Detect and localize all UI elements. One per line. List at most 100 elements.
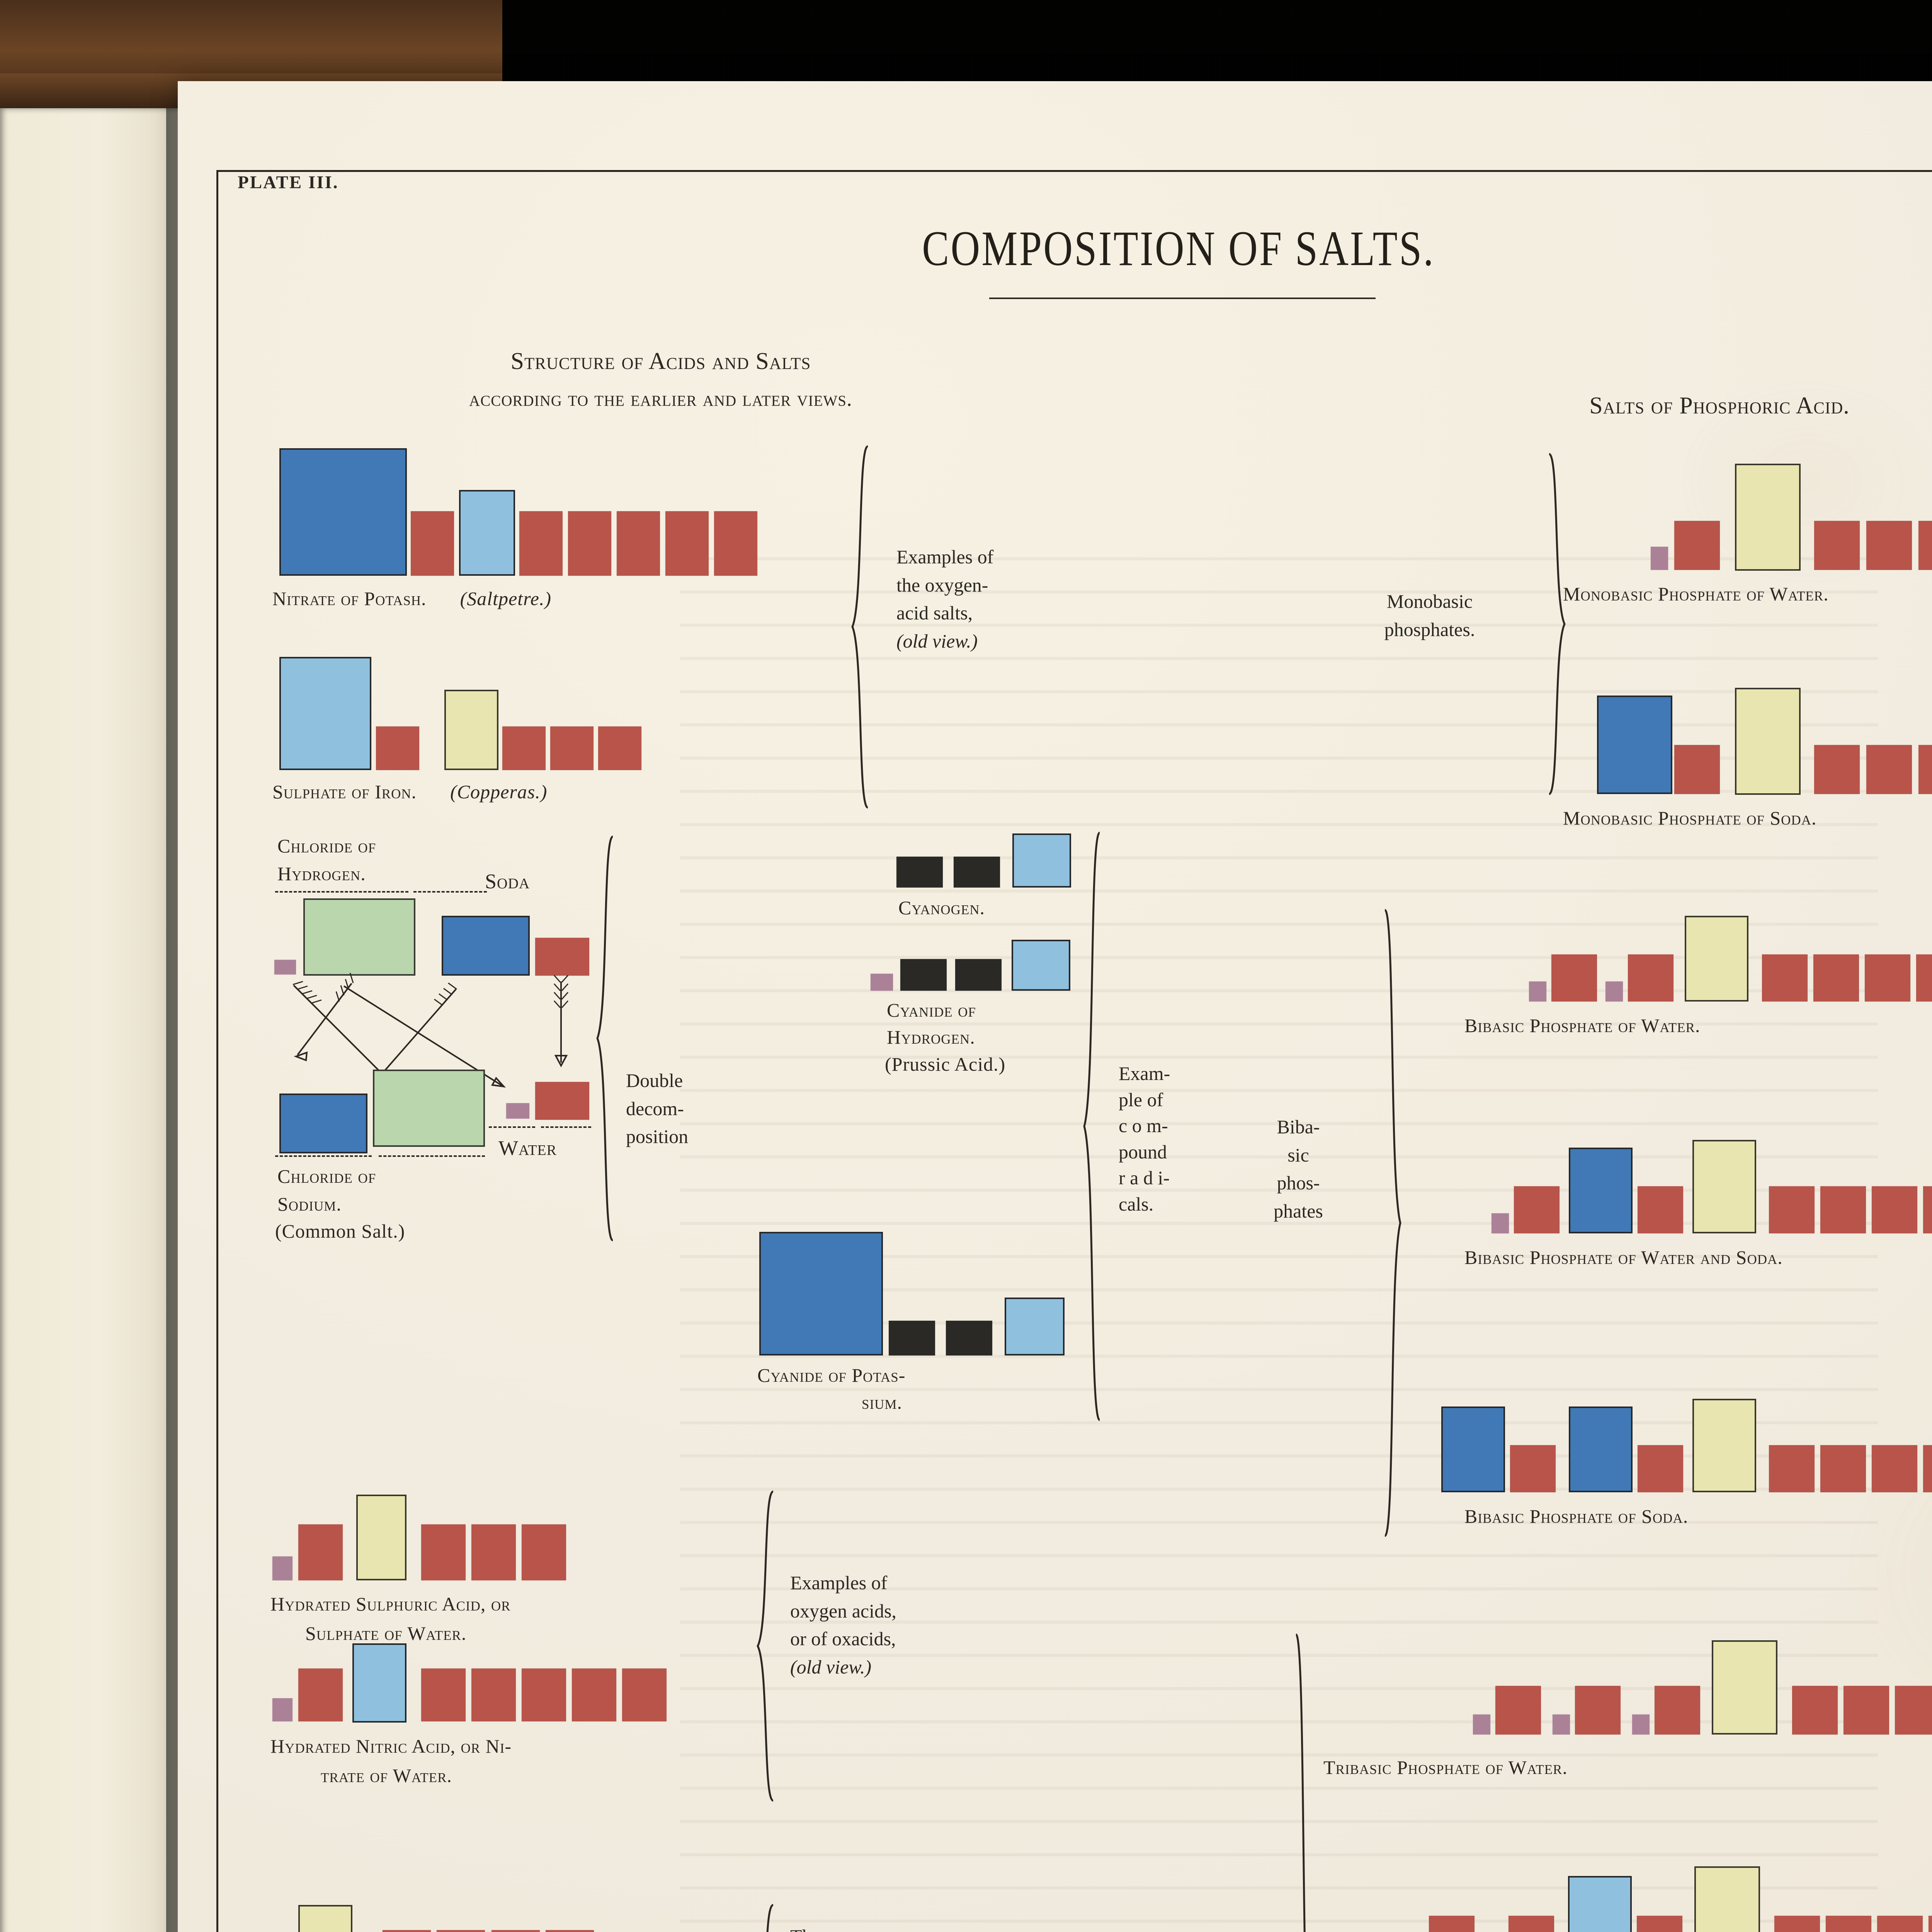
- page-title: COMPOSITION OF SALTS.: [922, 221, 1435, 276]
- caption: Cyanogen.: [898, 897, 985, 918]
- block-oxygen: [617, 511, 660, 576]
- label-chloride-of-sodium-1: Chloride of: [277, 1165, 376, 1187]
- block-nitrogen: [1012, 940, 1070, 991]
- block-oxygen: [1575, 1686, 1621, 1735]
- title-underrule: [989, 298, 1376, 299]
- block-phosphorus: [1735, 688, 1801, 795]
- block-hydrogen: [1632, 1714, 1650, 1735]
- block-oxygen: [1826, 1916, 1871, 1932]
- block-sodium: [1569, 1148, 1633, 1233]
- block-oxygen: [572, 1668, 616, 1721]
- block-phosphorus: [1735, 464, 1801, 571]
- block-oxygen: [1814, 521, 1860, 570]
- block-phosphorus: [1692, 1140, 1756, 1233]
- block-oxygen: [502, 726, 546, 770]
- caption-line1: Hydrated Sulphuric Acid, or: [270, 1593, 511, 1615]
- block-hydrogen: [272, 1698, 293, 1721]
- note-compound-radicals: Exam- ple of c o m- pound r a d i- cals.: [1119, 1063, 1170, 1215]
- block-oxygen: [1429, 1916, 1475, 1932]
- block-oxygen: [1495, 1686, 1541, 1735]
- caption-line2: Sulphate of Water.: [305, 1622, 467, 1644]
- block-oxygen: [1655, 1686, 1700, 1735]
- block-oxygen: [1865, 954, 1910, 1002]
- caption-line1: Hydrated Nitric Acid, or Ni-: [270, 1735, 512, 1757]
- block-oxygen: [1792, 1686, 1838, 1735]
- block-nitrogen: [1005, 1298, 1065, 1355]
- block-oxygen: [598, 726, 641, 770]
- caption: Bibasic Phosphate of Soda.: [1464, 1505, 1689, 1527]
- caption-alt: (Prussic Acid.): [885, 1053, 1006, 1075]
- plate-page: [178, 81, 1932, 1932]
- facing-blank-page: [0, 108, 182, 1932]
- block-oxygen: [1872, 1186, 1917, 1233]
- brace-rule-left-top-a: [275, 891, 408, 893]
- brace-rule-water-a: [489, 1126, 535, 1128]
- block-oxygen: [1929, 1916, 1932, 1932]
- brace-rule-water-b: [541, 1126, 591, 1128]
- block-carbon: [896, 857, 943, 888]
- plate-number: PLATE III.: [238, 172, 339, 192]
- block-oxygen: [1923, 1186, 1932, 1233]
- block-oxygen: [1674, 521, 1720, 570]
- block-oxygen: [568, 511, 611, 576]
- block-oxygen: [1916, 954, 1932, 1002]
- block-carbon: [954, 857, 1000, 888]
- caption: Bibasic Phosphate of Water and Soda.: [1464, 1247, 1783, 1268]
- block-hydrogen: [1651, 547, 1668, 570]
- block-oxygen: [298, 1668, 343, 1721]
- caption: Nitrate of Potash. (Saltpetre.): [272, 588, 552, 609]
- caption-line2: sium.: [862, 1391, 903, 1413]
- block-carbon: [889, 1321, 935, 1355]
- block-phosphorus: [1694, 1866, 1760, 1932]
- block-oxygen: [1551, 954, 1597, 1002]
- block-hydrogen: [1529, 981, 1546, 1002]
- brace-rule-left-bottom-b: [379, 1155, 485, 1157]
- label-soda: Soda: [485, 870, 530, 893]
- block-sodium: [1569, 1406, 1633, 1492]
- block-oxygen: [1769, 1186, 1815, 1233]
- block-oxygen: [535, 1082, 589, 1120]
- block-oxygen: [1628, 954, 1673, 1002]
- note-oxacids: Examples of oxygen acids, or of oxacids,…: [790, 1572, 896, 1678]
- caption-line1: Cyanide of Potas-: [757, 1364, 906, 1386]
- block-oxygen: [298, 1524, 343, 1580]
- caption: Sulphate of Iron. (Copperas.): [272, 781, 548, 803]
- block-phosphorus: [1685, 916, 1748, 1002]
- block-oxygen: [1813, 954, 1859, 1002]
- block-carbon: [955, 959, 1002, 991]
- block-oxygen: [471, 1668, 516, 1721]
- left-column-heading-line2: according to the earlier and later views…: [469, 387, 852, 411]
- block-oxygen: [522, 1668, 566, 1721]
- note-hydracids: The same re- presented as hydracids of c…: [790, 1922, 1007, 1932]
- left-column-heading-line1: Structure of Acids and Salts: [510, 348, 811, 374]
- brace-double-decomposition: [596, 835, 614, 1242]
- brace-monobasic-phosphates: [1548, 453, 1566, 795]
- block-hydrogen: [274, 960, 296, 975]
- brace-bibasic-phosphates: [1384, 909, 1401, 1537]
- block-carbon: [900, 959, 947, 991]
- block-sulphur: [356, 1495, 406, 1580]
- block-nitrogen: [459, 490, 515, 576]
- block-carbon: [946, 1321, 992, 1355]
- caption-line2: trate of Water.: [321, 1765, 452, 1786]
- block-oxygen: [1762, 954, 1808, 1002]
- block-oxygen: [1514, 1186, 1560, 1233]
- block-oxygen: [1895, 1686, 1932, 1735]
- block-sulphur: [444, 690, 498, 770]
- caption: Monobasic Phosphate of Water.: [1563, 583, 1829, 605]
- block-oxygen: [376, 726, 419, 770]
- block-oxygen: [1510, 1445, 1556, 1492]
- block-hydrogen: [1473, 1714, 1490, 1735]
- block-hydrogen: [1553, 1714, 1570, 1735]
- block-oxygen: [535, 938, 589, 976]
- block-oxygen: [1638, 1186, 1683, 1233]
- label-chloride-of-sodium-2: Sodium.: [277, 1193, 342, 1215]
- block-oxygen: [1820, 1186, 1866, 1233]
- block-oxygen: [1674, 745, 1720, 794]
- brace-compound-radicals: [1083, 832, 1101, 1421]
- block-hydrogen: [1605, 981, 1623, 1002]
- block-oxygen: [437, 1930, 485, 1932]
- block-chlorine: [373, 1070, 485, 1147]
- block-oxygen: [421, 1524, 466, 1580]
- block-sodium: [1597, 696, 1672, 794]
